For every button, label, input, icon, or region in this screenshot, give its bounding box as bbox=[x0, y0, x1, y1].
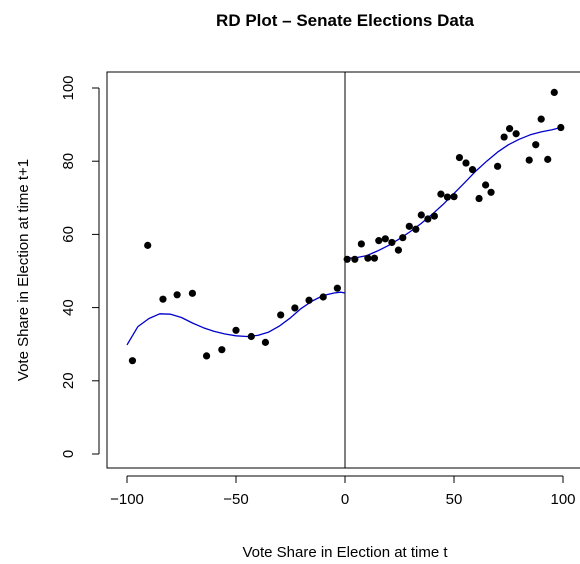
data-point bbox=[202, 352, 211, 360]
data-point bbox=[405, 222, 413, 230]
data-point bbox=[424, 215, 432, 223]
data-point bbox=[557, 123, 565, 132]
data-point bbox=[512, 130, 520, 138]
data-point bbox=[500, 133, 508, 141]
data-points bbox=[128, 88, 565, 365]
data-point bbox=[399, 234, 407, 242]
data-point bbox=[305, 296, 313, 304]
data-point bbox=[381, 235, 389, 243]
y-axis: 0 20 40 60 80 100 bbox=[60, 75, 100, 458]
data-point bbox=[375, 237, 383, 245]
data-point bbox=[388, 238, 396, 247]
data-point bbox=[450, 193, 458, 201]
data-point bbox=[128, 357, 137, 365]
data-point bbox=[544, 155, 552, 163]
data-point bbox=[188, 289, 196, 297]
data-point bbox=[370, 254, 379, 262]
fit-line-left bbox=[126, 291, 346, 346]
data-point bbox=[351, 255, 359, 263]
data-point bbox=[537, 115, 545, 123]
data-point bbox=[232, 326, 240, 334]
x-tick-label: −50 bbox=[223, 491, 248, 508]
y-tick-label: 80 bbox=[60, 153, 77, 170]
fit-lines bbox=[126, 126, 561, 346]
data-point bbox=[394, 246, 403, 254]
y-tick-label: 20 bbox=[60, 372, 77, 389]
data-point bbox=[173, 291, 181, 299]
data-point bbox=[475, 194, 483, 203]
data-point bbox=[443, 193, 452, 201]
y-axis-label: Vote Share in Election at time t+1 bbox=[15, 159, 32, 381]
x-tick-label: 0 bbox=[341, 491, 349, 508]
data-point bbox=[159, 295, 167, 303]
data-point bbox=[412, 225, 420, 233]
data-point bbox=[505, 125, 514, 133]
data-point bbox=[261, 338, 270, 346]
data-point bbox=[343, 255, 351, 263]
y-tick-label: 60 bbox=[60, 226, 77, 243]
x-tick-label: 50 bbox=[446, 491, 463, 508]
data-point bbox=[357, 240, 365, 248]
data-point bbox=[437, 190, 445, 198]
data-point bbox=[247, 332, 255, 341]
x-tick-label: 100 bbox=[550, 491, 575, 508]
data-point bbox=[144, 241, 152, 249]
data-point bbox=[430, 212, 438, 220]
y-tick-label: 40 bbox=[60, 299, 77, 316]
data-point bbox=[218, 346, 226, 354]
x-axis-label: Vote Share in Election at time t bbox=[242, 544, 448, 561]
data-point bbox=[319, 293, 327, 301]
data-point bbox=[468, 166, 477, 174]
data-point bbox=[277, 311, 285, 319]
data-point bbox=[291, 304, 299, 312]
data-point bbox=[462, 159, 470, 167]
data-point bbox=[550, 88, 558, 96]
data-point bbox=[525, 156, 533, 164]
data-point bbox=[487, 188, 495, 196]
y-tick-label: 0 bbox=[60, 450, 77, 458]
data-point bbox=[364, 254, 372, 262]
x-tick-label: −100 bbox=[110, 491, 144, 508]
data-point bbox=[532, 141, 540, 149]
chart-title: RD Plot – Senate Elections Data bbox=[216, 11, 474, 30]
y-tick-label: 100 bbox=[60, 75, 77, 100]
data-point bbox=[417, 211, 425, 219]
data-point bbox=[455, 153, 464, 162]
x-axis: −100 −50 0 50 100 bbox=[110, 475, 576, 508]
data-point bbox=[482, 181, 490, 189]
data-point bbox=[333, 284, 341, 292]
data-point bbox=[494, 162, 502, 170]
